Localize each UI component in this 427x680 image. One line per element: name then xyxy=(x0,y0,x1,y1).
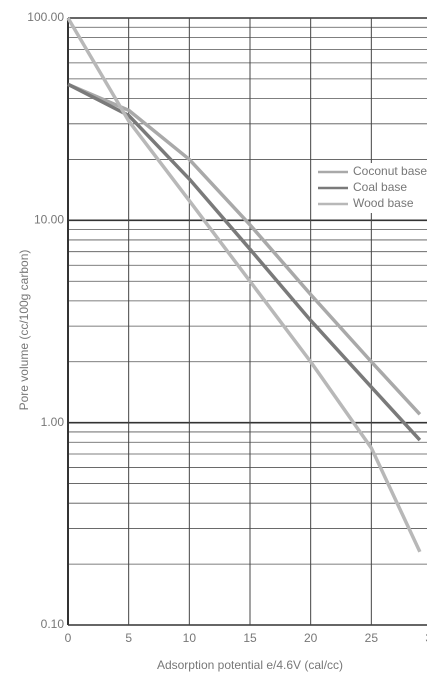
x-tick-label: 10 xyxy=(183,631,197,645)
y-axis-label: Pore volume (cc/100g carbon) xyxy=(17,250,31,411)
legend-label: Wood base xyxy=(353,196,414,210)
x-axis-label: Adsorption potential e/4.6V (cal/cc) xyxy=(157,658,343,672)
x-tick-label: 30 xyxy=(425,631,427,645)
x-tick-label: 25 xyxy=(365,631,379,645)
y-tick-label: 1.00 xyxy=(41,415,65,429)
legend-label: Coconut base xyxy=(353,164,427,178)
x-tick-label: 15 xyxy=(243,631,257,645)
data-line xyxy=(67,82,422,442)
x-tick-label: 0 xyxy=(65,631,72,645)
x-tick-label: 20 xyxy=(304,631,318,645)
data-line xyxy=(66,17,422,553)
y-tick-label: 10.00 xyxy=(34,213,64,227)
y-tick-label: 100.00 xyxy=(27,10,64,24)
legend-label: Coal base xyxy=(353,180,407,194)
y-tick-label: 0.10 xyxy=(41,617,65,631)
data-line xyxy=(67,82,422,416)
x-tick-label: 5 xyxy=(125,631,132,645)
